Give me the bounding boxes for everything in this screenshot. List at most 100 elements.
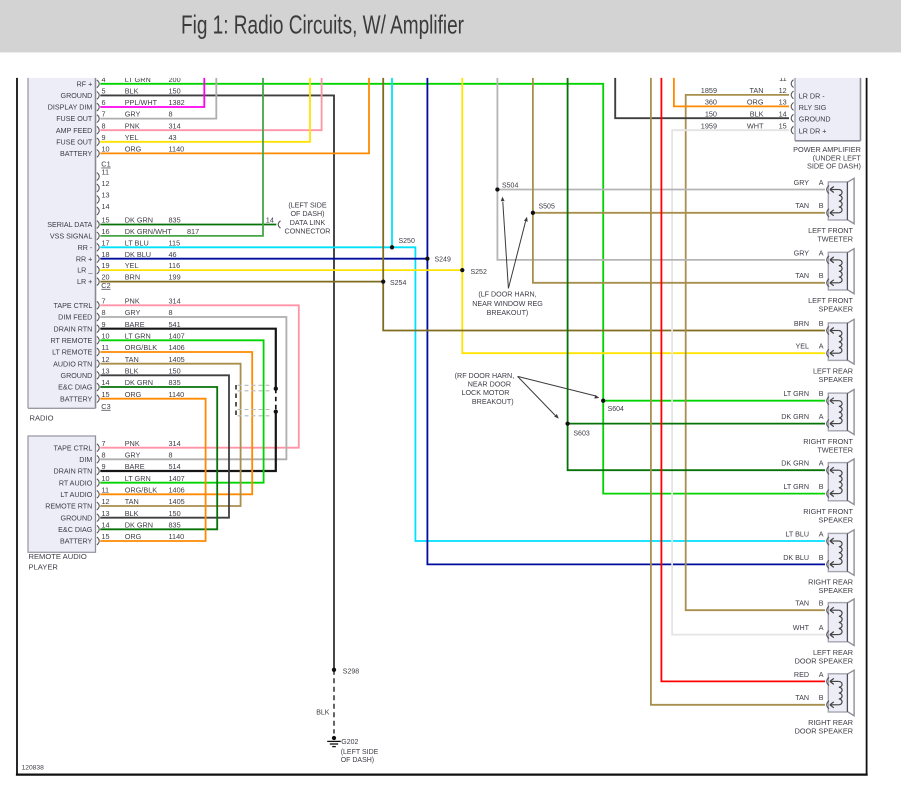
svg-text:DIM FEED: DIM FEED bbox=[58, 314, 92, 322]
svg-text:13: 13 bbox=[779, 98, 787, 107]
svg-text:13: 13 bbox=[102, 191, 110, 200]
svg-text:S254: S254 bbox=[390, 280, 406, 287]
svg-text:S249: S249 bbox=[435, 257, 451, 264]
svg-text:RR -: RR - bbox=[78, 244, 93, 252]
svg-text:LT GRN: LT GRN bbox=[783, 483, 809, 491]
svg-text:150: 150 bbox=[169, 509, 181, 518]
svg-text:9: 9 bbox=[102, 320, 106, 329]
svg-text:TAPE CTRL: TAPE CTRL bbox=[54, 444, 93, 452]
svg-text:B: B bbox=[819, 694, 824, 702]
svg-text:TAN: TAN bbox=[749, 86, 763, 95]
svg-text:1959: 1959 bbox=[701, 121, 717, 130]
svg-text:TAN: TAN bbox=[795, 272, 809, 280]
svg-text:S603: S603 bbox=[573, 431, 589, 438]
svg-text:OF DASH): OF DASH) bbox=[341, 757, 374, 764]
svg-text:FUSE OUT: FUSE OUT bbox=[56, 138, 93, 146]
svg-text:OF DASH): OF DASH) bbox=[290, 210, 324, 218]
svg-text:LEFT REAR: LEFT REAR bbox=[813, 366, 853, 375]
svg-text:TAN: TAN bbox=[125, 355, 139, 364]
svg-text:LT GRN: LT GRN bbox=[125, 331, 151, 340]
svg-text:RR +: RR + bbox=[76, 255, 92, 263]
svg-text:LT GRN: LT GRN bbox=[125, 75, 151, 84]
svg-text:11: 11 bbox=[102, 485, 110, 494]
svg-text:SPEAKER: SPEAKER bbox=[819, 515, 853, 524]
svg-text:POWER AMPLIFIER: POWER AMPLIFIER bbox=[793, 145, 861, 154]
svg-text:RIGHT FRONT: RIGHT FRONT bbox=[803, 507, 853, 516]
svg-text:314: 314 bbox=[169, 296, 181, 305]
svg-text:GROUND: GROUND bbox=[61, 92, 93, 100]
svg-text:GROUND: GROUND bbox=[61, 372, 93, 380]
svg-text:13: 13 bbox=[102, 509, 110, 518]
svg-text:YEL: YEL bbox=[796, 343, 810, 351]
svg-text:199: 199 bbox=[169, 273, 181, 282]
svg-text:DK BLU: DK BLU bbox=[783, 554, 809, 562]
svg-text:DATA LINK: DATA LINK bbox=[290, 219, 326, 227]
svg-text:7: 7 bbox=[102, 296, 106, 305]
svg-text:RADIO: RADIO bbox=[30, 414, 54, 423]
svg-text:RIGHT FRONT: RIGHT FRONT bbox=[803, 437, 853, 446]
svg-text:GRY: GRY bbox=[125, 308, 141, 317]
svg-text:46: 46 bbox=[169, 250, 177, 259]
svg-text:514: 514 bbox=[169, 462, 181, 471]
svg-text:LEFT FRONT: LEFT FRONT bbox=[808, 226, 853, 235]
svg-text:14: 14 bbox=[266, 216, 274, 225]
svg-text:B: B bbox=[819, 600, 824, 608]
svg-text:12: 12 bbox=[102, 179, 110, 188]
svg-text:12: 12 bbox=[779, 86, 787, 95]
svg-text:314: 314 bbox=[169, 439, 181, 448]
svg-text:LT BLU: LT BLU bbox=[125, 238, 149, 247]
svg-text:1140: 1140 bbox=[169, 532, 185, 541]
svg-text:LT BLU: LT BLU bbox=[785, 530, 809, 538]
svg-text:BRN: BRN bbox=[125, 273, 140, 282]
svg-text:BATTERY: BATTERY bbox=[60, 538, 93, 546]
svg-text:1407: 1407 bbox=[169, 474, 185, 483]
svg-text:14: 14 bbox=[102, 202, 110, 211]
svg-text:A: A bbox=[819, 413, 824, 421]
svg-text:14: 14 bbox=[102, 378, 110, 387]
svg-text:DOOR SPEAKER: DOOR SPEAKER bbox=[795, 656, 853, 665]
svg-text:15: 15 bbox=[102, 216, 110, 225]
svg-text:11: 11 bbox=[779, 74, 787, 83]
svg-text:(LEFT SIDE: (LEFT SIDE bbox=[341, 749, 379, 756]
svg-text:C2: C2 bbox=[101, 281, 110, 290]
svg-text:(RF DOOR HARN,: (RF DOOR HARN, bbox=[455, 372, 515, 380]
svg-text:1406: 1406 bbox=[169, 485, 185, 494]
svg-text:9: 9 bbox=[102, 462, 106, 471]
svg-text:817: 817 bbox=[187, 227, 199, 236]
svg-text:14: 14 bbox=[779, 109, 787, 118]
svg-text:NEAR DOOR: NEAR DOOR bbox=[468, 381, 511, 389]
svg-text:18: 18 bbox=[102, 250, 110, 259]
svg-text:YEL: YEL bbox=[125, 261, 139, 270]
svg-text:BARE: BARE bbox=[125, 462, 145, 471]
svg-text:LEFT REAR: LEFT REAR bbox=[813, 648, 853, 657]
svg-text:Fig 1: Radio Circuits, W/ Ampl: Fig 1: Radio Circuits, W/ Amplifier bbox=[181, 9, 464, 39]
svg-text:835: 835 bbox=[169, 378, 181, 387]
svg-text:BRN: BRN bbox=[794, 320, 809, 328]
svg-text:DK GRN: DK GRN bbox=[125, 378, 153, 387]
svg-text:10: 10 bbox=[102, 474, 110, 483]
svg-text:9: 9 bbox=[102, 133, 106, 142]
svg-text:PNK: PNK bbox=[125, 296, 140, 305]
svg-text:835: 835 bbox=[169, 216, 181, 225]
svg-text:SPEAKER: SPEAKER bbox=[819, 586, 853, 595]
svg-text:TAN: TAN bbox=[125, 497, 139, 506]
svg-text:WHT: WHT bbox=[793, 624, 810, 632]
svg-text:14: 14 bbox=[102, 520, 110, 529]
svg-text:15: 15 bbox=[779, 121, 787, 130]
svg-text:SIDE OF DASH): SIDE OF DASH) bbox=[807, 162, 861, 171]
svg-text:ORG: ORG bbox=[125, 145, 142, 154]
svg-text:A: A bbox=[819, 624, 824, 632]
svg-text:DK GRN/WHT: DK GRN/WHT bbox=[125, 227, 173, 236]
svg-text:TAPE CTRL: TAPE CTRL bbox=[54, 302, 93, 310]
svg-text:BARE: BARE bbox=[125, 320, 145, 329]
svg-text:10: 10 bbox=[102, 331, 110, 340]
svg-text:SERIAL DATA: SERIAL DATA bbox=[47, 221, 92, 229]
svg-text:NEAR WINDOW REG: NEAR WINDOW REG bbox=[472, 300, 543, 308]
svg-text:REMOTE RTN: REMOTE RTN bbox=[45, 503, 92, 511]
svg-text:LR DR -: LR DR - bbox=[799, 92, 825, 100]
svg-text:12: 12 bbox=[102, 355, 110, 364]
svg-text:16: 16 bbox=[102, 227, 110, 236]
svg-text:DK GRN: DK GRN bbox=[125, 520, 153, 529]
svg-text:116: 116 bbox=[169, 261, 181, 270]
svg-text:S504: S504 bbox=[502, 182, 518, 189]
